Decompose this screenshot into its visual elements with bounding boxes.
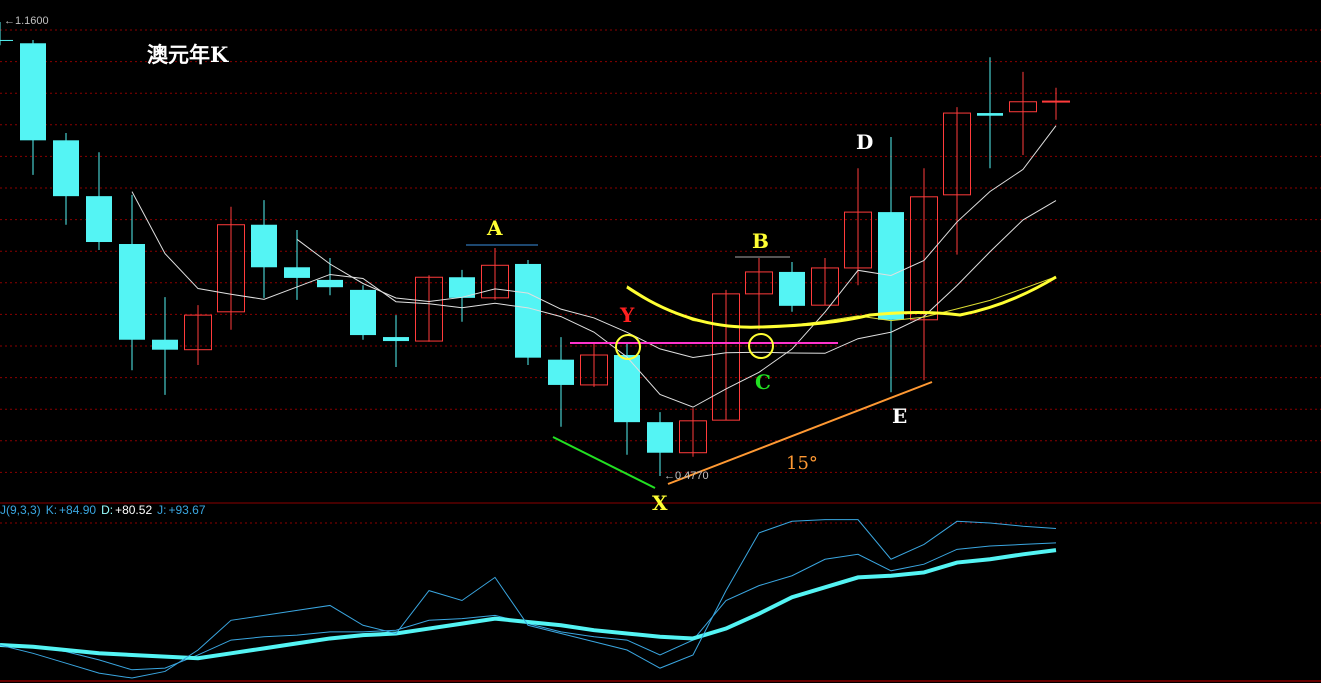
- ma-10-line: [296, 200, 1057, 358]
- candle-body: [53, 140, 79, 197]
- candle-body: [415, 276, 443, 342]
- candle-body: [152, 339, 178, 350]
- angle-label: 15°: [786, 453, 818, 474]
- candle-body: [745, 271, 773, 295]
- candle: [1042, 87, 1070, 120]
- candle: [647, 412, 673, 476]
- candle: [515, 259, 541, 365]
- candle-body: [1009, 101, 1037, 113]
- kdj-k-line: [0, 542, 1057, 671]
- candle: [251, 200, 277, 298]
- chart-title: 澳元年K: [147, 42, 229, 67]
- candle-body: [647, 422, 673, 453]
- label-x: X: [652, 491, 668, 515]
- kdj-lines: [0, 519, 1057, 679]
- candle-body: [383, 337, 409, 342]
- candle: [20, 39, 46, 175]
- candle-body: [943, 112, 971, 196]
- candle: [844, 168, 872, 286]
- candle-body: [580, 354, 608, 386]
- candle: [745, 257, 773, 330]
- candle: [779, 261, 805, 312]
- candle-body: [449, 277, 475, 298]
- candle: [152, 297, 178, 395]
- candle: [86, 152, 112, 250]
- arc-curve: [626, 275, 1057, 329]
- candle-body: [217, 224, 245, 313]
- candle-body: [679, 420, 707, 454]
- candle: [449, 269, 475, 322]
- candle: [679, 408, 707, 457]
- label-e: E: [892, 404, 908, 428]
- kdj-legend: J(9,3,3) K: +84.90 D: +80.52 J: +93.67: [0, 503, 211, 517]
- ma-5-line: [131, 125, 1057, 408]
- candle: [811, 257, 839, 306]
- candle-body: [515, 263, 541, 358]
- candle: [1009, 71, 1037, 155]
- candle-body: [86, 196, 112, 243]
- low-price-label: ←0.4770: [664, 470, 709, 482]
- high-price-label: ←1.1600: [4, 15, 49, 27]
- trend-line-orange: [667, 381, 933, 485]
- circle-y: [615, 334, 641, 360]
- candle: [712, 289, 740, 421]
- candle-body: [878, 212, 904, 320]
- candle-body: [284, 267, 310, 278]
- candle: [548, 337, 574, 427]
- candle: [53, 133, 79, 225]
- candle-body: [350, 289, 376, 336]
- candle-body: [779, 271, 805, 306]
- candle-body: [712, 293, 740, 421]
- candle: [943, 107, 971, 255]
- candle: [119, 194, 145, 371]
- candle: [481, 247, 509, 300]
- candle-body: [548, 359, 574, 385]
- candle-body: [910, 196, 938, 321]
- label-y: Y: [620, 303, 635, 327]
- candle: [977, 57, 1003, 169]
- label-a: A: [487, 216, 503, 240]
- annotation-lines: [466, 244, 1057, 489]
- candle-body: [317, 279, 343, 288]
- candle-body: [844, 211, 872, 269]
- candle: [878, 136, 904, 393]
- kdj-d-line: [0, 548, 1057, 661]
- candle-body: [481, 264, 509, 299]
- candle: [415, 275, 443, 342]
- candle-body: [1042, 100, 1070, 103]
- trend-line-green: [552, 436, 656, 489]
- j-label: J:: [157, 503, 167, 517]
- circle-c: [748, 333, 774, 359]
- high-price-value: 1.1600: [15, 15, 49, 27]
- candle: [217, 206, 245, 330]
- candle: [580, 343, 608, 387]
- candle: [383, 315, 409, 367]
- candle: [910, 168, 938, 381]
- kdj-j-line: [0, 519, 1057, 679]
- candle-body: [977, 113, 1003, 116]
- label-d: D: [856, 130, 874, 154]
- candle-body: [0, 39, 13, 41]
- k-label: K:: [45, 503, 58, 517]
- candle-body: [614, 355, 640, 423]
- candle-body: [119, 244, 145, 340]
- d-label: D:: [101, 503, 114, 517]
- candle-body: [184, 314, 212, 351]
- candle: [0, 22, 13, 46]
- candle: [350, 285, 376, 340]
- candle-body: [811, 267, 839, 306]
- d-value: +80.52: [115, 503, 153, 517]
- candle-body: [20, 43, 46, 141]
- candle-body: [251, 224, 277, 268]
- j-value: +93.67: [168, 503, 206, 517]
- candle: [184, 305, 212, 365]
- low-price-value: 0.4770: [675, 470, 709, 482]
- k-value: +84.90: [59, 503, 97, 517]
- label-c: C: [755, 370, 771, 394]
- label-b: B: [752, 229, 769, 253]
- candles: [0, 22, 1070, 476]
- candle: [284, 230, 310, 300]
- kdj-name: J(9,3,3): [0, 503, 41, 517]
